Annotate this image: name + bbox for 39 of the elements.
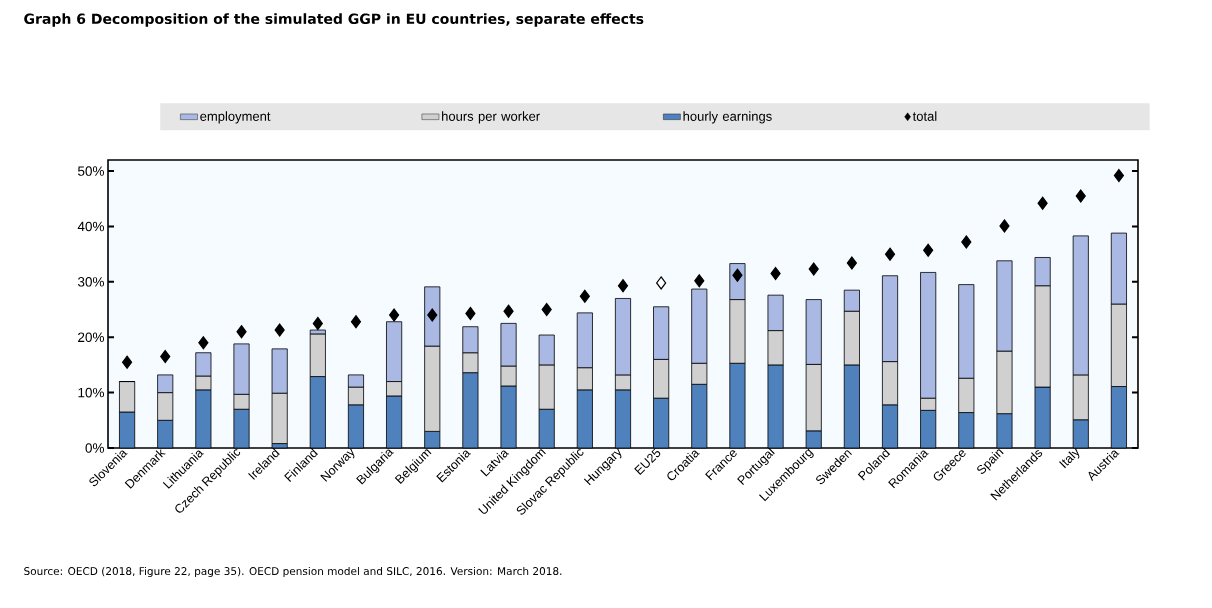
point xyxy=(694,274,705,288)
point xyxy=(1037,196,1048,210)
point xyxy=(312,316,323,330)
point xyxy=(617,279,629,293)
point xyxy=(389,308,400,322)
point xyxy=(160,350,171,364)
y-tick-label: 40% xyxy=(77,221,104,232)
legend-label: hours per worker xyxy=(442,111,540,124)
y-tick-label: 50% xyxy=(77,166,104,176)
point xyxy=(274,323,285,337)
point xyxy=(732,268,743,282)
point xyxy=(541,302,552,317)
point xyxy=(579,289,590,303)
x-tick-label: Italy xyxy=(1059,448,1080,469)
source-note: Source: OECD (2018, Figure 22, page 35). OECD pension model and SILC, 2016. Version: March 2018. xyxy=(24,566,562,578)
point xyxy=(121,355,133,369)
point xyxy=(808,262,819,276)
legend-label: total xyxy=(912,111,937,121)
point xyxy=(884,247,896,261)
point xyxy=(656,276,667,290)
point xyxy=(846,256,857,270)
point xyxy=(1075,189,1086,203)
point xyxy=(503,304,514,318)
point xyxy=(961,235,972,249)
point xyxy=(465,306,476,321)
point xyxy=(236,325,247,339)
y-tick-label: 30% xyxy=(77,277,104,287)
point xyxy=(198,336,209,350)
chart-title: Graph 6 Decomposition of the simulated GGP in EU countries, separate effects xyxy=(24,13,644,27)
legend-label: hourly earnings xyxy=(683,111,772,124)
y-tick-label: 20% xyxy=(78,332,104,342)
y-tick-label: 10% xyxy=(78,387,104,398)
point xyxy=(999,219,1010,233)
point xyxy=(770,266,781,281)
point xyxy=(1113,168,1125,183)
point xyxy=(923,243,934,257)
point xyxy=(427,308,438,322)
legend-label: employment xyxy=(200,111,271,124)
point xyxy=(350,315,362,329)
